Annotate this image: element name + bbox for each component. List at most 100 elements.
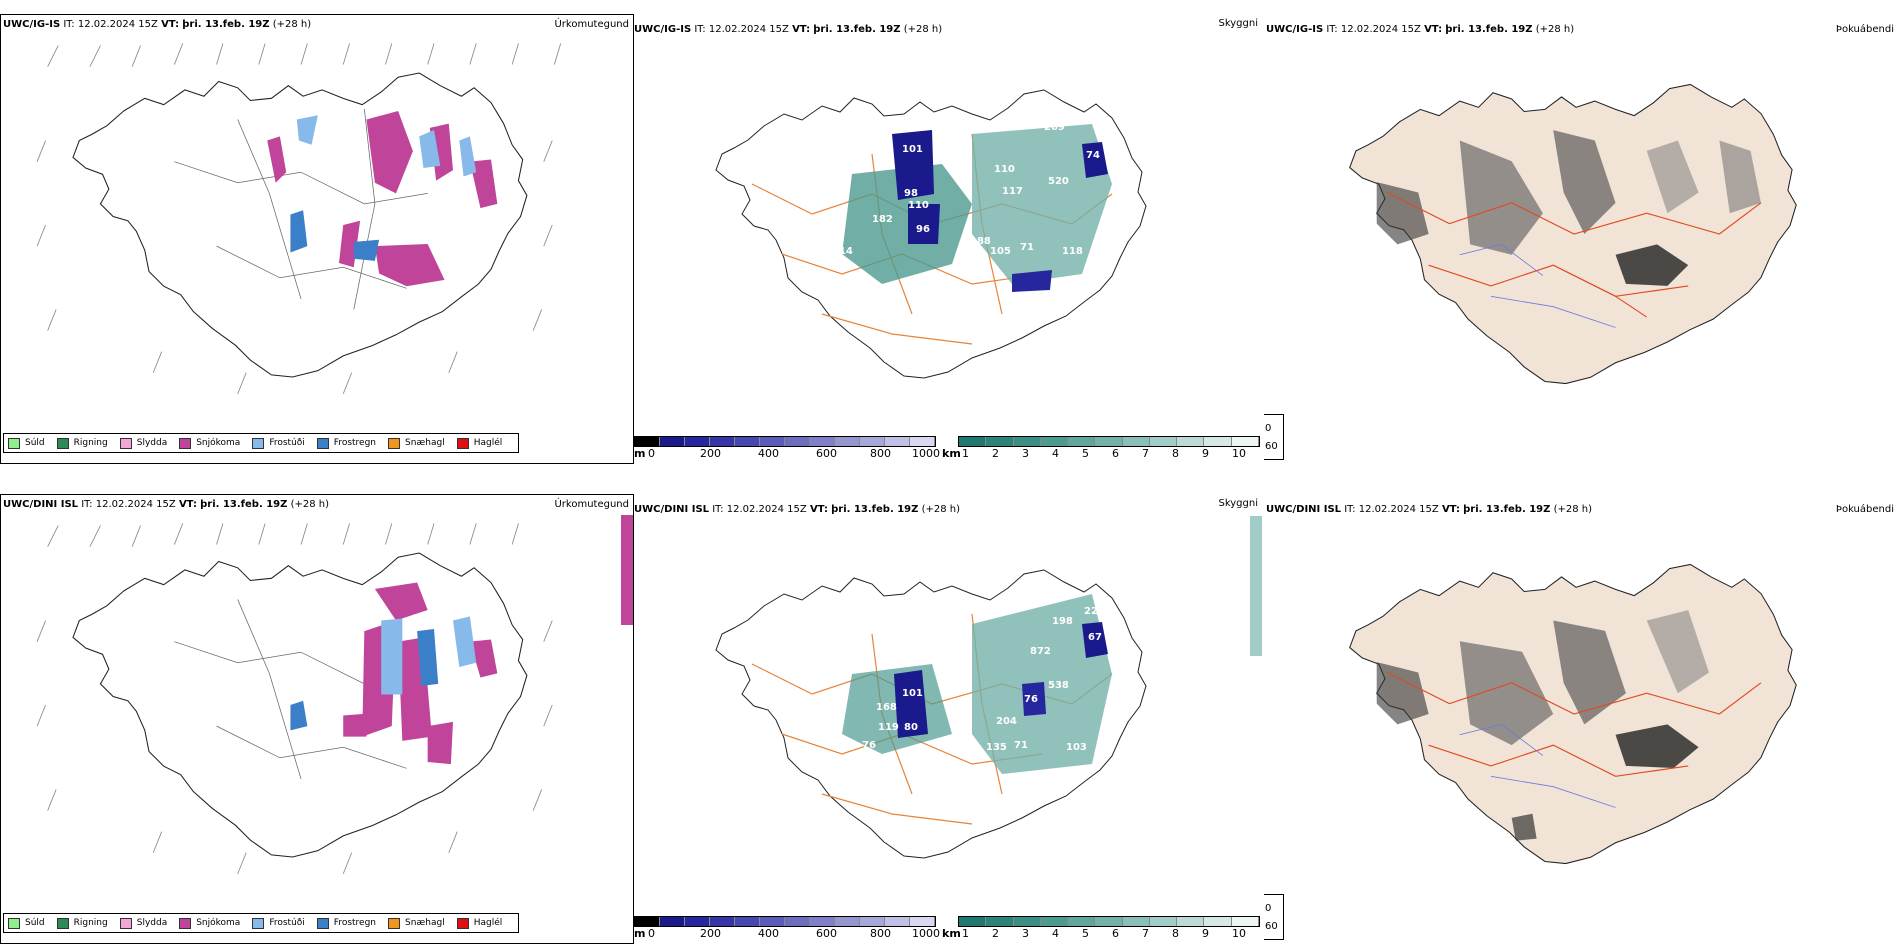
colorbar-segment [685,437,710,446]
colorbar-segment [835,437,860,446]
swatch-icon [316,917,329,929]
panel-header: UWC/IG-IS IT: 12.02.2024 15Z VT: þri. 13… [3,19,312,30]
colorbar-segment [1013,917,1041,926]
colorbar-segment [735,917,760,926]
edge-visibility-band [1250,516,1262,656]
ceiling-label: 119 [878,722,899,733]
panel-title: Þokuábendi [1835,24,1894,35]
ptype-map [36,43,562,395]
colorbar-segment [1231,437,1259,446]
ptype-legend-item: Haglél [456,917,502,929]
colorbar-segment [810,917,835,926]
ceiling-label: 71 [1020,242,1034,253]
ceiling-label: 80 [904,722,918,733]
fog-legend-item: 0 [1264,421,1271,435]
ceiling-label: 96 [916,224,930,235]
ptype-legend-item: Snæhagl [388,917,445,929]
ceiling-label: 135 [986,742,1007,753]
colorbar-segment [660,917,685,926]
colorbar-segment [986,437,1014,446]
ptype-legend-item: Rigning [56,917,108,929]
ceiling-label: 538 [1048,680,1069,691]
colorbar-segment [1231,917,1259,926]
colorbar-segment [1095,917,1123,926]
colorbar-segment [785,917,810,926]
colorbar-segment [1095,437,1123,446]
ptype-panel-top: UWC/IG-IS IT: 12.02.2024 15Z VT: þri. 13… [0,14,634,464]
swatch-icon [456,917,469,929]
ceiling-label: 188 [970,236,991,247]
cloud-panel-bottom: UWC/DINI ISL IT: 12.02.2024 15Z VT: þri.… [632,494,1264,942]
visibility-colorbar: km 1 2 3 4 5 6 7 8 9 10 [942,436,1260,462]
ceiling-label: 872 [1030,646,1051,657]
ptype-legend-item: Frostúði [252,917,305,929]
colorbar-segment [910,437,935,446]
ptype-legend-item: Slydda [119,437,167,449]
colorbar-segment [885,437,910,446]
colorbar-segment [1122,917,1150,926]
ptype-legend-item: Slydda [119,917,167,929]
swatch-icon [179,917,192,929]
colorbar-segment [810,437,835,446]
colorbar-segment [959,917,987,926]
swatch-icon [316,437,329,449]
ceiling-label: 76 [862,740,876,751]
fog-legend: 0 60 [1264,414,1284,460]
swatch-icon [8,917,20,929]
colorbar-segment [785,437,810,446]
ceiling-label: 520 [1048,176,1069,187]
colorbar-segment [710,437,735,446]
ceiling-label: 117 [1002,186,1023,197]
ceiling-label: 118 [1062,246,1083,257]
fog-legend-item: 60 [1264,919,1278,933]
ceiling-label: 182 [872,214,893,225]
swatch-icon [56,437,69,449]
panel-header: UWC/DINI ISL IT: 12.02.2024 15Z VT: þri.… [1266,504,1593,515]
colorbar-segment [760,917,785,926]
ptype-map [36,523,553,875]
ptype-legend: Súld Rigning Slydda Snjókoma Frostúði Fr… [3,433,520,453]
colorbar-segment [1068,917,1096,926]
ceiling-label: 74 [1086,150,1100,161]
colorbar-segment [635,437,660,446]
ceiling-label: 101 [902,688,923,699]
ptype-legend-item: Frostregn [316,917,376,929]
ceiling-label: 93 [1114,650,1128,661]
colorbar-segment [860,437,885,446]
ceiling-visibility-map: 101 80 76 119 168 135 71 103 76 204 872 … [715,569,1147,859]
colorbar-segment [860,917,885,926]
colorbar-segment [1149,917,1178,926]
colorbar-segment [1122,437,1150,446]
swatch-icon [119,917,132,929]
fog-legend-item: 0 [1264,901,1271,915]
swatch-icon [252,917,265,929]
fog-panel-top: UWC/IG-IS IT: 12.02.2024 15Z VT: þri. 13… [1264,14,1900,462]
swatch-icon [252,437,265,449]
fog-map [1349,563,1797,865]
swatch-icon [56,917,69,929]
ptype-legend-item: Snjókoma [179,437,240,449]
ceiling-label: 101 [902,144,923,155]
ceiling-label: 105 [990,246,1011,257]
colorbar-segment [1040,437,1069,446]
fog-map [1349,83,1797,385]
ceiling-label: 168 [876,702,897,713]
ptype-legend-item: Snjókoma [179,917,240,929]
colorbar-segment [1177,917,1205,926]
ceiling-label: 204 [996,716,1017,727]
panel-title: Skyggni [1218,18,1258,29]
panel-title: Úrkomutegund [554,499,629,510]
colorbar-segment [910,917,935,926]
colorbar-segment [986,917,1014,926]
cloud-panel-top: UWC/IG-IS IT: 12.02.2024 15Z VT: þri. 13… [632,14,1264,462]
panel-header: UWC/DINI ISL IT: 12.02.2024 15Z VT: þri.… [634,504,961,515]
swatch-icon [456,437,469,449]
colorbar-segment [1068,437,1096,446]
colorbar-segment [710,917,735,926]
colorbar-segment [735,437,760,446]
swatch-icon [388,917,401,929]
colorbar-segment [1040,917,1069,926]
panel-header: UWC/DINI ISL IT: 12.02.2024 15Z VT: þri.… [3,499,330,510]
colorbar-segment [1149,437,1178,446]
panel-title: Skyggni [1218,498,1258,509]
